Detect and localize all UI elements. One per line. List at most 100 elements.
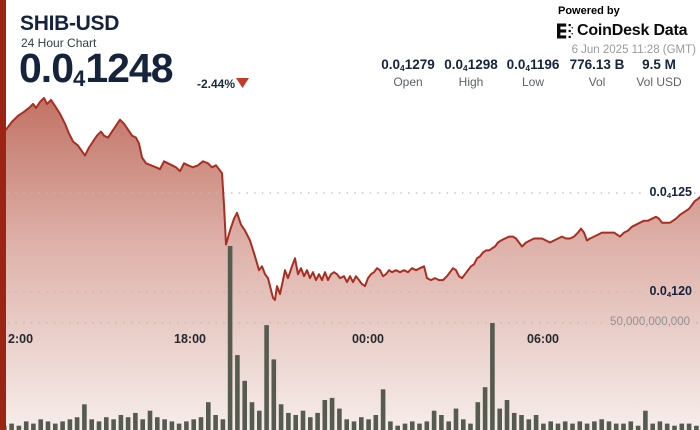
volume-bar <box>169 421 175 430</box>
x-axis-label: 2:00 <box>8 332 34 346</box>
volume-bar <box>388 421 393 430</box>
volume-bar <box>162 419 167 430</box>
volume-bar <box>60 421 65 430</box>
volume-bar <box>650 423 655 430</box>
volume-bar <box>308 417 313 430</box>
volume-bar <box>599 419 604 430</box>
volume-bar <box>562 421 568 430</box>
stat-open: 0.041279 Open <box>368 57 448 89</box>
volume-bar <box>227 246 233 430</box>
volume-axis-label: 50,000,000,000 <box>610 316 690 328</box>
volume-bar <box>300 410 306 430</box>
y-axis-label: 0.04125 <box>649 185 692 200</box>
volume-bar <box>686 423 692 430</box>
volume-bar <box>31 423 36 430</box>
volume-bar <box>380 389 386 430</box>
powered-by-label: Powered by <box>558 5 620 17</box>
volume-bar <box>206 402 211 430</box>
volume-bar <box>53 423 58 430</box>
volume-bar <box>220 419 226 430</box>
volume-bar <box>45 421 51 430</box>
volume-bar <box>104 417 109 430</box>
volume-bar <box>351 421 357 430</box>
volume-bar <box>198 417 204 430</box>
stat-vol-value: 776.13 B <box>569 57 625 72</box>
volume-bar <box>410 421 415 430</box>
price-area-fill <box>0 98 700 430</box>
volume-bar <box>657 421 663 430</box>
price-subscript: 4 <box>73 65 86 91</box>
volume-bar <box>213 415 218 430</box>
volume-bar <box>271 359 277 430</box>
volume-bar <box>468 423 473 430</box>
volume-bar <box>453 408 459 430</box>
volume-bar <box>482 387 488 430</box>
price-line <box>0 97 700 301</box>
volume-bar <box>664 423 670 430</box>
volume-bar <box>526 419 532 430</box>
volume-bar <box>592 421 597 430</box>
stat-low-value: 0.041196 <box>506 57 560 73</box>
volume-bar <box>82 404 87 430</box>
volume-bar <box>366 419 371 430</box>
stat-high: 0.041298 High <box>431 57 511 89</box>
volume-bar <box>67 419 73 430</box>
volume-bar <box>431 410 437 430</box>
y-axis-label: 0.04120 <box>649 284 692 299</box>
volume-bar <box>628 421 634 430</box>
volume-bar <box>16 425 22 430</box>
stat-vol-usd-value: 9.5 M <box>642 57 676 72</box>
coindesk-brand[interactable]: CoinDesk Data <box>557 22 688 39</box>
volume-bar <box>278 404 284 430</box>
volume-bar <box>402 423 408 430</box>
volume-bar <box>511 412 517 430</box>
volume-bar <box>461 419 466 430</box>
volume-bar <box>424 421 430 430</box>
stat-open-value: 0.041279 <box>381 57 435 73</box>
volume-bar <box>621 423 626 430</box>
volume-bar <box>140 419 145 430</box>
x-axis-label: 00:00 <box>352 332 384 346</box>
volume-bar <box>125 417 131 430</box>
volume-bar <box>89 419 94 430</box>
volume-bar <box>337 408 342 430</box>
volume-bar <box>533 415 539 430</box>
volume-bar <box>176 423 182 430</box>
volume-bar <box>395 425 400 430</box>
volume-bar <box>475 402 481 430</box>
volume-bar <box>344 419 349 430</box>
volume-bar <box>643 410 648 430</box>
stat-vol-usd-label: Vol USD <box>636 75 682 89</box>
stat-open-label: Open <box>393 75 423 89</box>
volume-bar <box>497 408 502 430</box>
volume-bar <box>606 421 612 430</box>
volume-bar <box>439 415 444 430</box>
volume-bar <box>74 417 80 430</box>
stat-vol-usd: 9.5 M Vol USD <box>619 57 699 89</box>
volume-bar <box>635 425 641 430</box>
volume-bar <box>504 400 510 430</box>
volume-bar <box>96 421 102 430</box>
volume-bar <box>23 421 29 430</box>
volume-bar <box>322 400 328 430</box>
chart-timestamp: 6 Jun 2025 11:28 (GMT) <box>571 44 696 56</box>
x-axis-label: 18:00 <box>174 332 206 346</box>
volume-bar <box>257 410 262 430</box>
volume-bar <box>570 423 575 430</box>
volume-bar <box>555 423 561 430</box>
volume-bar <box>191 419 196 430</box>
stat-high-value: 0.041298 <box>444 57 498 73</box>
current-price: 0.041248 <box>19 45 174 91</box>
volume-bar <box>235 355 240 430</box>
left-accent-stripe <box>0 0 6 430</box>
volume-bar <box>584 423 590 430</box>
volume-bar <box>490 323 495 430</box>
volume-bar <box>329 397 335 430</box>
volume-bar <box>417 423 422 430</box>
volume-bar <box>147 410 153 430</box>
volume-bar <box>286 412 291 430</box>
volume-bar <box>446 421 451 430</box>
stat-vol-label: Vol <box>588 75 606 89</box>
volume-bar <box>373 415 379 430</box>
